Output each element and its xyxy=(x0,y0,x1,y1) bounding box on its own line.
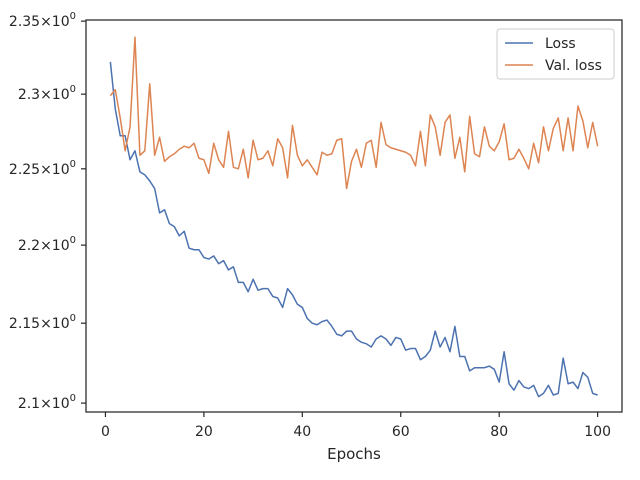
x-tick-label: 0 xyxy=(101,424,110,440)
y-tick-label: 2.2×100 xyxy=(18,235,76,254)
series-line-loss xyxy=(109,61,598,398)
legend-box xyxy=(496,28,615,80)
x-tick-label: 60 xyxy=(392,424,410,440)
x-tick-label: 80 xyxy=(490,424,508,440)
x-axis: 0 20 40 60 80 100 xyxy=(101,412,611,440)
legend-label: Val. loss xyxy=(545,58,602,74)
axes-frame xyxy=(85,19,623,413)
y-tick-label: 2.3×100 xyxy=(18,84,76,103)
y-tick-label: 2.35×100 xyxy=(9,11,76,30)
x-tick-label: 20 xyxy=(195,424,213,440)
legend: Loss Val. loss xyxy=(496,28,615,80)
y-axis: 2.1×100 2.15×100 2.2×100 2.25×100 2.3×100 2.3… xyxy=(9,11,86,412)
x-axis-label: Epochs xyxy=(327,445,381,463)
y-tick-label: 2.1×100 xyxy=(18,393,76,412)
y-tick-label: 2.25×100 xyxy=(9,159,76,178)
y-tick-label: 2.15×100 xyxy=(9,313,76,332)
series-layer xyxy=(109,36,599,398)
series-line-val-loss xyxy=(109,36,599,190)
x-tick-label: 100 xyxy=(584,424,611,440)
plot-area xyxy=(109,36,599,398)
legend-label: Loss xyxy=(545,36,576,52)
x-tick-label: 40 xyxy=(293,424,311,440)
